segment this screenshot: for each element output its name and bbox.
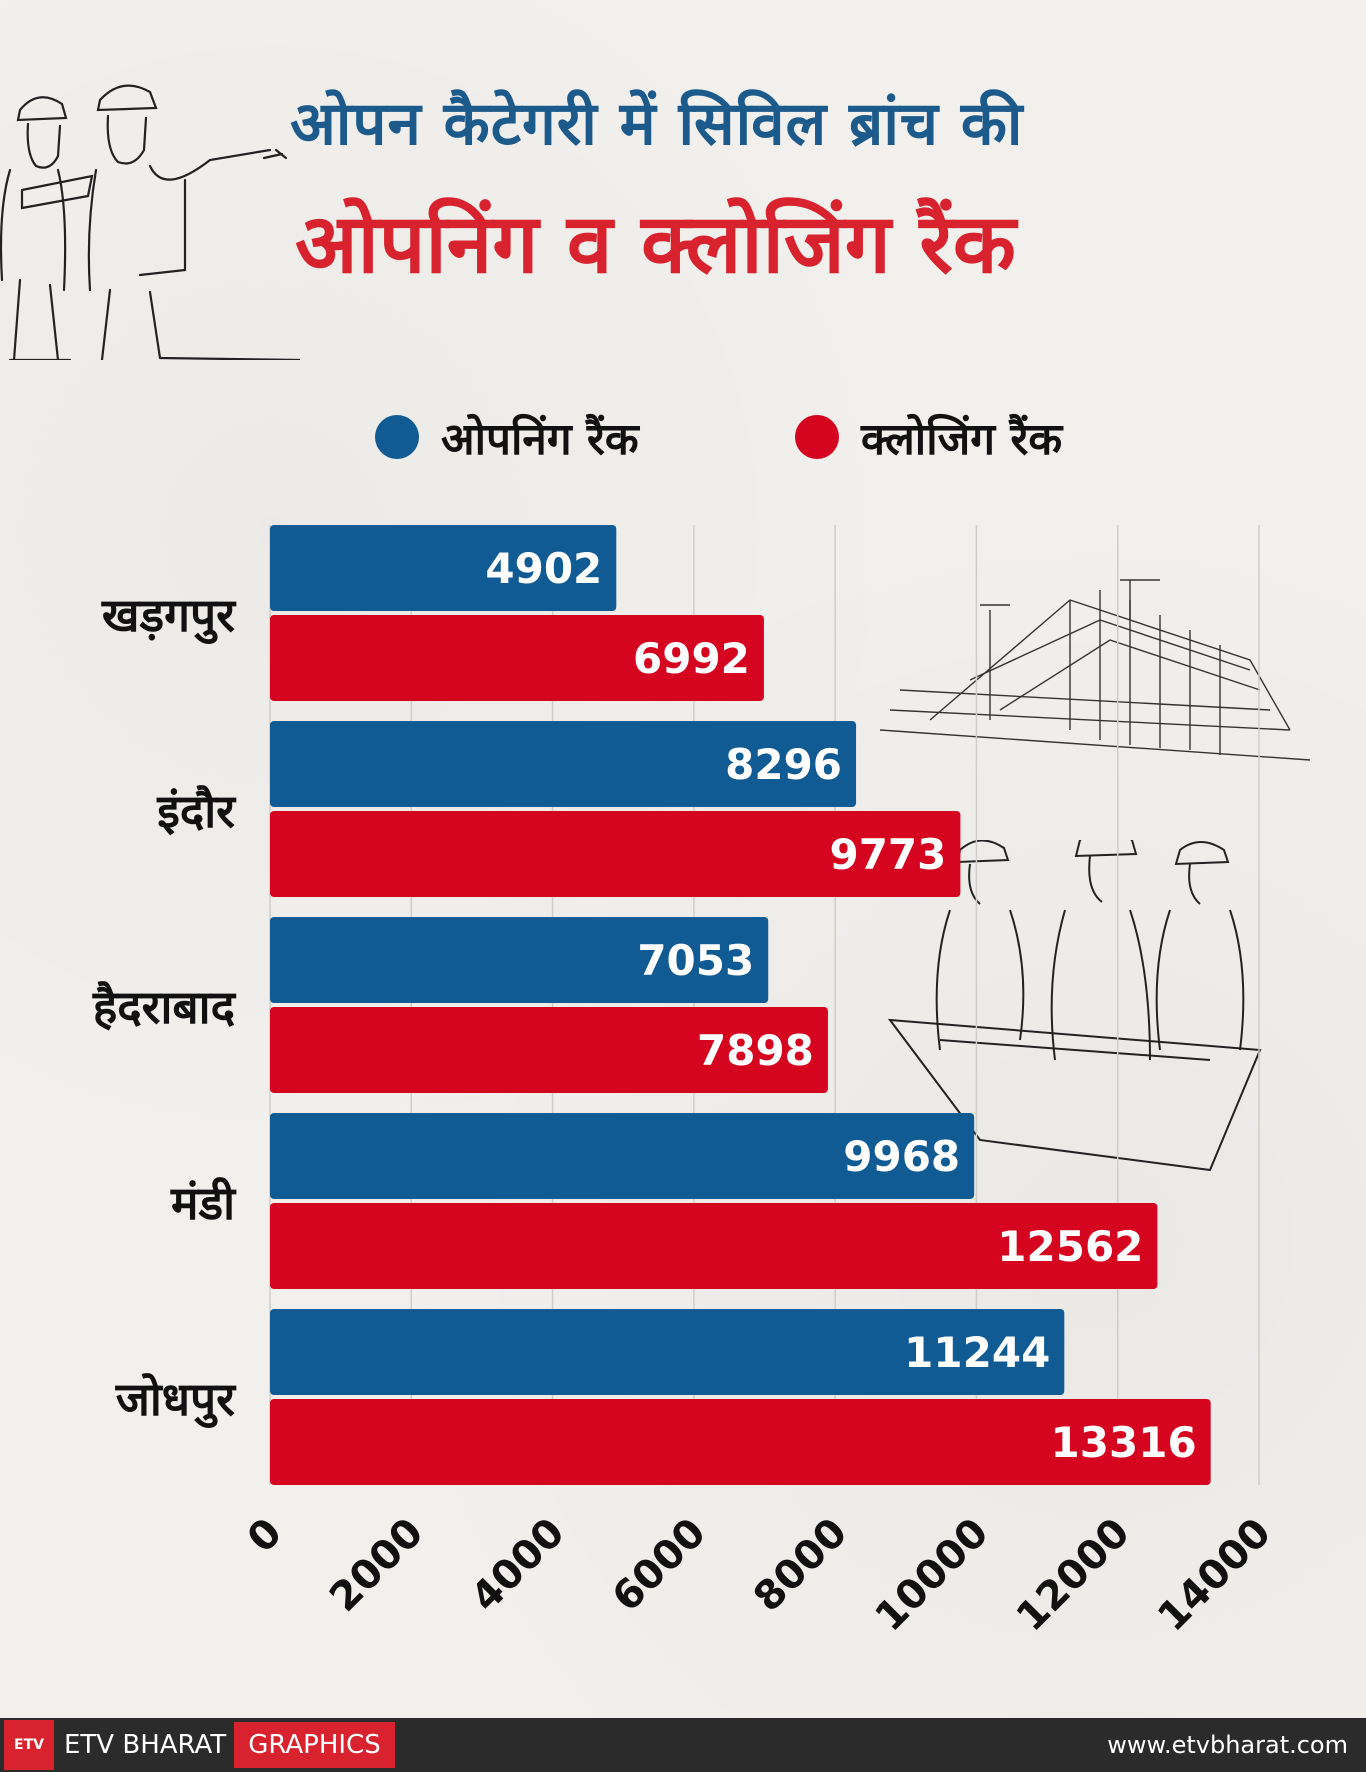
opening-rank-bar bbox=[270, 1113, 975, 1199]
x-tick-label: 6000 bbox=[604, 1510, 715, 1621]
category-label: जोधपुर bbox=[115, 1372, 237, 1429]
bar-value-label: 11244 bbox=[904, 1328, 1050, 1377]
footer-website: www.etvbharat.com bbox=[1107, 1731, 1348, 1759]
x-tick-label: 4000 bbox=[462, 1510, 573, 1621]
x-tick-label: 12000 bbox=[1008, 1510, 1139, 1641]
bar-value-label: 9968 bbox=[843, 1132, 960, 1181]
category-label: खड़गपुर bbox=[101, 588, 237, 645]
bar-chart: खड़गपुर 4902 6992 इंदौर 8296 9773 हैदराबाद 7053… bbox=[92, 525, 1280, 1641]
bar-value-label: 7898 bbox=[697, 1026, 814, 1075]
footer-brand: ETV BHARAT bbox=[64, 1730, 227, 1760]
opening-rank-bar bbox=[270, 721, 857, 807]
bar-value-label: 6992 bbox=[633, 634, 750, 683]
closing-rank-bar bbox=[270, 811, 961, 897]
legend-label-opening: ओपनिंग रैंक bbox=[441, 414, 639, 465]
x-tick-label: 8000 bbox=[745, 1510, 856, 1621]
bar-value-label: 9773 bbox=[829, 830, 946, 879]
bar-value-label: 13316 bbox=[1051, 1418, 1197, 1467]
bar-value-label: 7053 bbox=[637, 936, 754, 985]
legend-label-closing: क्लोजिंग रैंक bbox=[861, 414, 1063, 465]
bar-value-label: 4902 bbox=[485, 544, 602, 593]
bar-value-label: 12562 bbox=[997, 1222, 1143, 1271]
x-tick-label: 10000 bbox=[867, 1510, 998, 1641]
engineers-table-sketch-icon bbox=[887, 840, 1262, 1172]
legend-swatch-closing bbox=[795, 415, 839, 459]
closing-rank-bar bbox=[270, 615, 764, 701]
x-tick-label: 0 bbox=[239, 1510, 291, 1562]
legend-swatch-opening bbox=[375, 415, 419, 459]
footer: ETV ETV BHARAT GRAPHICS www.etvbharat.co… bbox=[0, 1718, 1366, 1772]
closing-rank-bar bbox=[270, 1399, 1211, 1485]
closing-rank-bar bbox=[270, 1007, 828, 1093]
closing-rank-bar bbox=[270, 1203, 1158, 1289]
opening-rank-bar bbox=[270, 917, 769, 1003]
building-sketch-icon bbox=[879, 579, 1311, 761]
x-tick-label: 2000 bbox=[321, 1510, 432, 1621]
opening-rank-bar bbox=[270, 525, 617, 611]
legend-item-opening: ओपनिंग रैंक bbox=[375, 407, 639, 467]
category-label: हैदराबाद bbox=[92, 980, 237, 1034]
legend: ओपनिंग रैंक क्लोजिंग रैंक bbox=[0, 405, 1366, 475]
category-label: इंदौर bbox=[156, 784, 237, 838]
footer-tag: GRAPHICS bbox=[234, 1722, 395, 1768]
x-tick-label: 14000 bbox=[1149, 1510, 1280, 1641]
title-line-1: ओपन कैटेगरी में सिविल ब्रांच की bbox=[290, 89, 1024, 159]
legend-item-closing: क्लोजिंग रैंक bbox=[795, 407, 1062, 467]
title-line-2: ओपनिंग व क्लोजिंग रैंक bbox=[295, 197, 1016, 292]
category-label: मंडी bbox=[170, 1176, 237, 1230]
engineers-sketch-icon bbox=[0, 84, 300, 360]
bar-value-label: 8296 bbox=[725, 740, 842, 789]
opening-rank-bar bbox=[270, 1309, 1065, 1395]
etv-logo: ETV bbox=[4, 1720, 54, 1770]
